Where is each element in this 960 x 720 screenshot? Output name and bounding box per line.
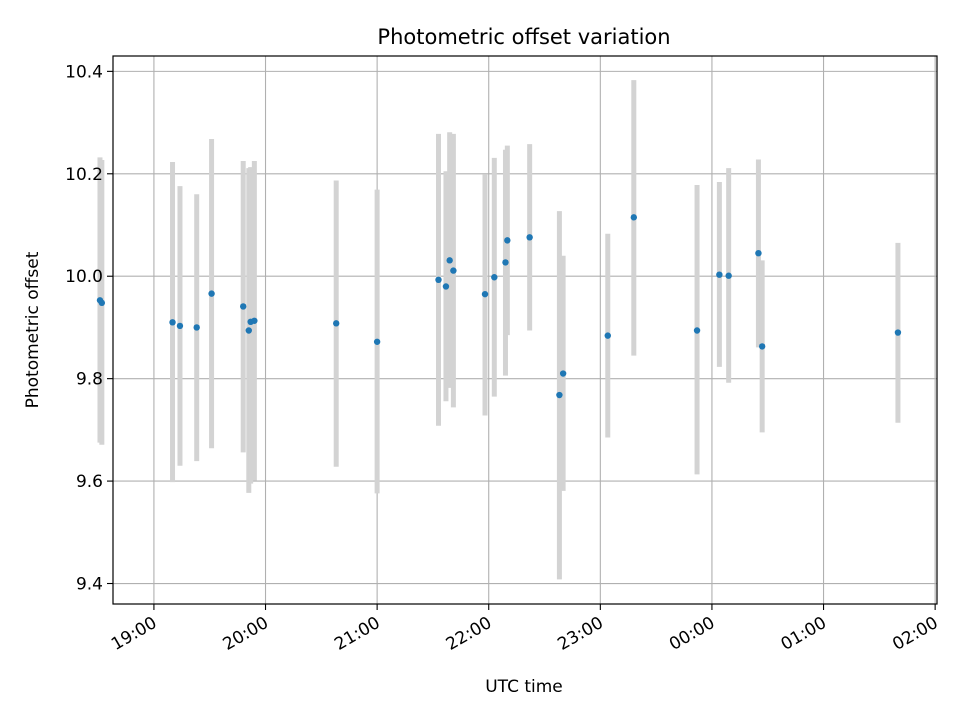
data-point: [526, 234, 533, 241]
y-tick-label: 9.6: [76, 472, 103, 492]
data-point: [755, 249, 762, 257]
data-point: [251, 317, 258, 324]
data-point: [240, 303, 247, 310]
data-point: [693, 327, 701, 334]
data-point: [450, 267, 457, 274]
y-axis-ticks: 9.4 9.6 9.8 10.0 10.2 10.4: [65, 62, 113, 595]
chart-title: Photometric offset variation: [377, 25, 670, 49]
data-point: [630, 214, 638, 221]
data-point: [604, 332, 611, 339]
data-point: [725, 272, 732, 279]
data-point: [491, 274, 498, 281]
y-tick-label: 10.4: [65, 62, 103, 82]
data-point: [193, 324, 200, 331]
data-point: [504, 237, 511, 244]
data-point: [208, 290, 215, 297]
data-point: [894, 329, 902, 336]
data-point: [333, 320, 340, 327]
data-point: [176, 322, 184, 330]
data-point: [502, 259, 509, 266]
data-point: [245, 327, 252, 334]
plot-frame: [112, 55, 938, 605]
y-tick-label: 10.0: [65, 267, 103, 287]
data-point: [758, 343, 766, 350]
y-tick-label: 9.4: [76, 575, 103, 595]
y-tick-label: 10.2: [65, 165, 103, 185]
data-point: [481, 290, 489, 298]
data-point: [716, 271, 723, 278]
data-point: [98, 299, 106, 307]
y-tick-label: 9.8: [76, 370, 103, 390]
data-point: [169, 319, 176, 326]
data-points: [96, 214, 902, 399]
x-axis-title: UTC time: [485, 677, 563, 697]
data-point: [435, 276, 442, 284]
data-point: [559, 370, 567, 377]
data-point: [442, 283, 450, 290]
data-point: [373, 338, 381, 345]
y-axis-title: Photometric offset: [23, 251, 43, 408]
data-point: [556, 391, 563, 399]
data-point: [446, 257, 453, 264]
